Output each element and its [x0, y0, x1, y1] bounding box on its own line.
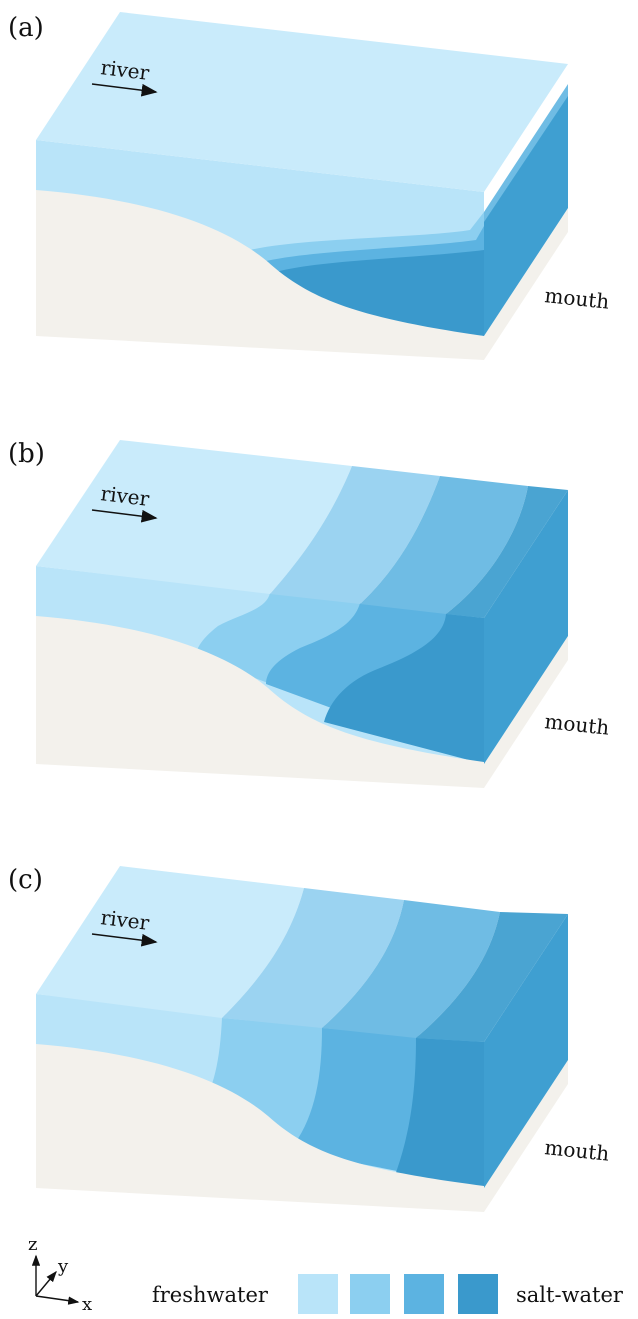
- panel-a-river-label: river: [99, 55, 151, 85]
- panel-b-mouth-label: mouth: [543, 709, 610, 740]
- panel-b-sediment-front: [36, 616, 484, 766]
- panel-a-wedge-salt: [276, 250, 484, 336]
- legend-swatch-1: [298, 1274, 338, 1314]
- panel-c-sediment-base: [36, 1060, 568, 1212]
- legend-swatch-2: [350, 1274, 390, 1314]
- panel-c-top-salt: [416, 912, 568, 1042]
- panel-b-sediment-base: [36, 636, 568, 788]
- panel-c-sediment-front: [36, 1044, 484, 1190]
- panel-a-sediment-front: [36, 190, 484, 338]
- panel-c-top-fresh: [36, 866, 304, 1018]
- panel-a-sediment-base: [36, 208, 568, 360]
- legend: freshwater salt-water: [152, 1274, 624, 1314]
- panel-c-top-layer2: [222, 888, 404, 1028]
- panel-c-front-salt: [394, 1038, 484, 1188]
- z-axis-label: z: [28, 1234, 37, 1255]
- panel-c-river-label: river: [99, 905, 151, 935]
- panel-b-river-arrow: [91, 509, 158, 523]
- legend-swatch-3: [404, 1274, 444, 1314]
- x-axis-arrow: [35, 1295, 80, 1305]
- legend-saltwater-label: salt-water: [516, 1283, 624, 1307]
- legend-freshwater-label: freshwater: [152, 1283, 269, 1307]
- panel-c: (c) river mouth: [8, 865, 611, 1212]
- panel-b-top-fresh: [36, 440, 352, 594]
- panel-b-top-layer3: [360, 476, 528, 614]
- y-axis-label: y: [57, 1256, 69, 1277]
- panel-c-river-arrow: [91, 933, 158, 947]
- legend-swatch-4: [458, 1274, 498, 1314]
- panel-a: (a) river mouth: [8, 12, 611, 360]
- panel-a-mouth-label: mouth: [543, 283, 610, 314]
- panel-a-side-face: [484, 88, 568, 336]
- panel-b-top-layer2: [270, 466, 440, 604]
- panel-b-river-label: river: [99, 481, 151, 511]
- panel-b-side-face: [484, 490, 568, 764]
- panel-c-tag: (c): [8, 865, 43, 895]
- panel-a-river-arrow: [91, 83, 158, 97]
- panel-c-mouth-label: mouth: [543, 1135, 610, 1166]
- panel-c-side-face: [484, 914, 568, 1188]
- panel-a-top-surface: [36, 12, 568, 192]
- panel-b: (b) river mouth: [8, 439, 611, 788]
- panel-b-top-salt: [446, 486, 568, 618]
- panel-a-side-layer: [484, 84, 568, 222]
- axes-indicator: z y x: [28, 1234, 92, 1315]
- panel-b-front-salt: [324, 614, 484, 764]
- y-axis-arrow: [35, 1270, 57, 1297]
- x-axis-label: x: [82, 1294, 92, 1315]
- panel-b-tag: (b): [8, 439, 45, 469]
- panel-a-tag: (a): [8, 13, 44, 43]
- panel-c-top-layer3: [322, 900, 500, 1038]
